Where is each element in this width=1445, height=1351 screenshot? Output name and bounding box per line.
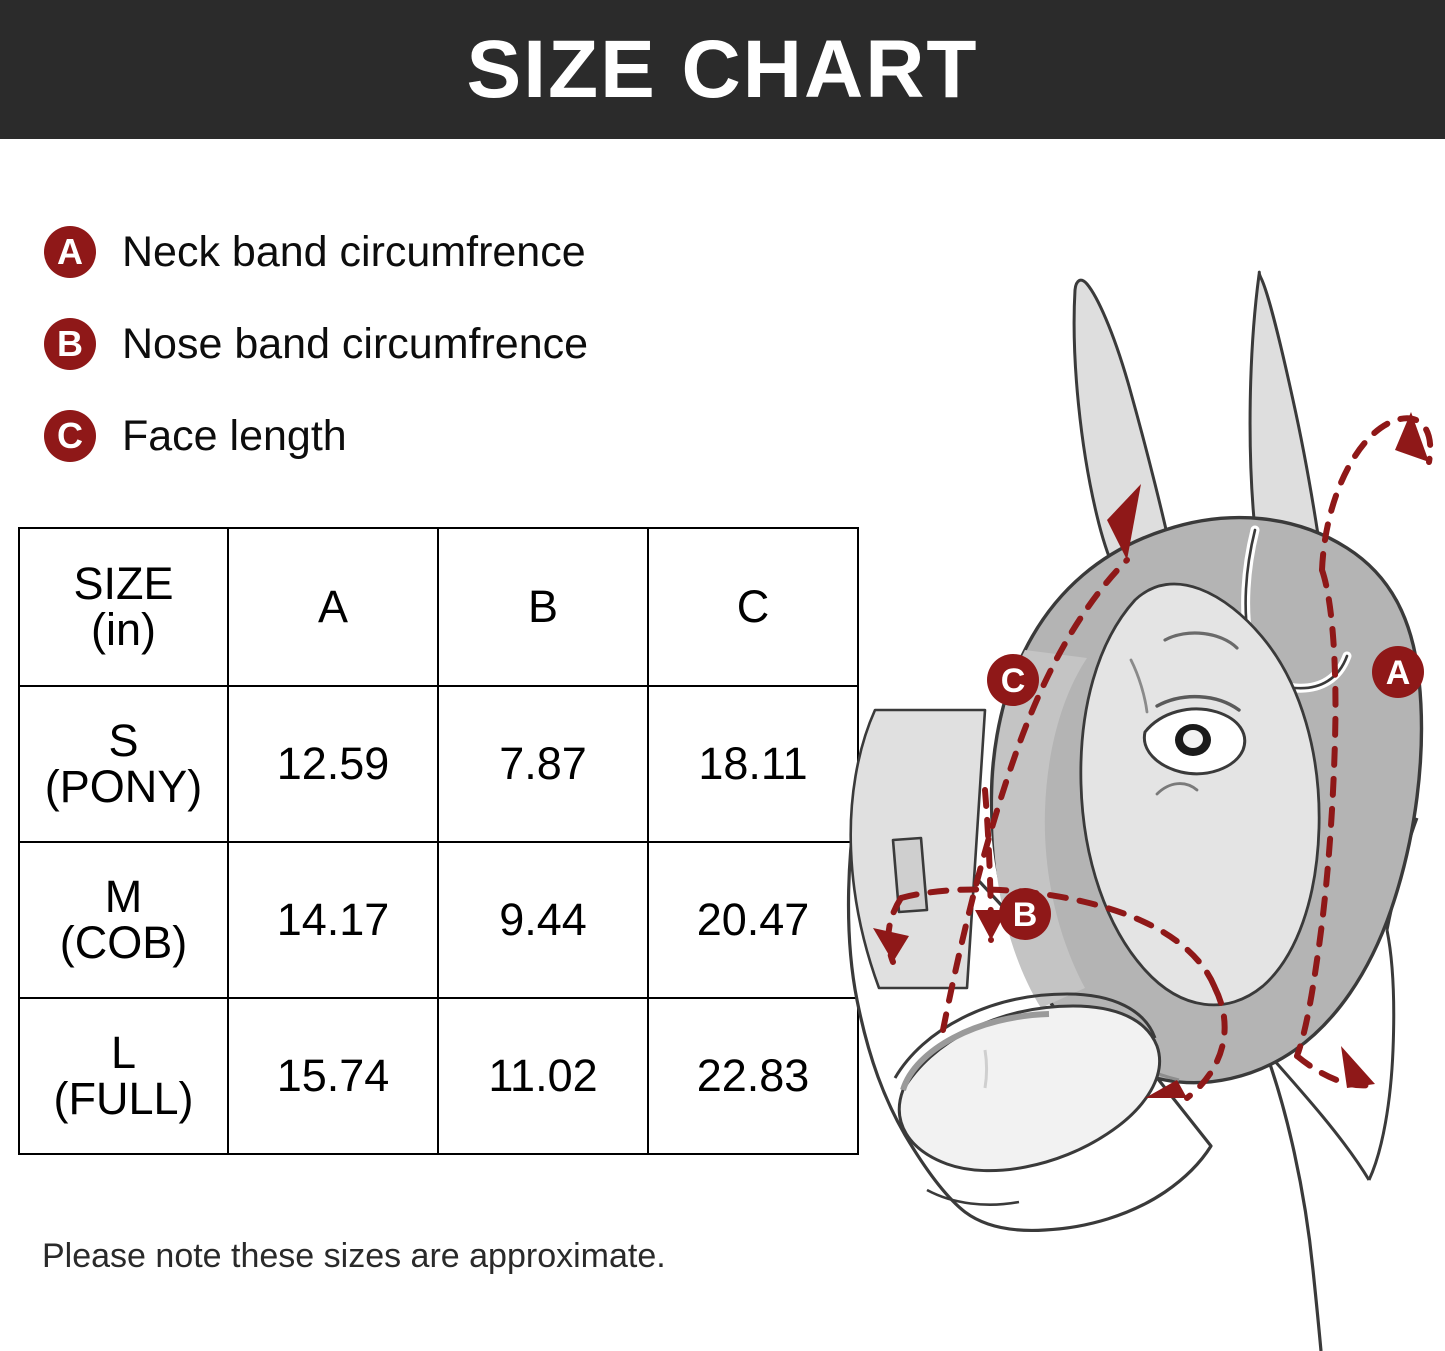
page-title: SIZE CHART <box>466 24 979 115</box>
table-row: S (PONY) 12.59 7.87 18.11 <box>18 685 859 843</box>
row-size-line1: M <box>104 871 143 923</box>
measure-line-c <box>940 484 1141 1033</box>
header-cell-c: C <box>647 527 859 687</box>
header-cell-b: B <box>437 527 649 687</box>
nose-band-opening <box>893 992 1162 1173</box>
header-cell-a: A <box>227 527 439 687</box>
marker-a-label: A <box>1386 654 1411 692</box>
cell-b: 9.44 <box>437 841 649 999</box>
header-size-line2: (in) <box>91 604 156 655</box>
measure-line-b <box>873 787 1228 1101</box>
row-size-label: M (COB) <box>18 841 229 999</box>
row-size-line2: (FULL) <box>53 1073 194 1124</box>
table-row: L (FULL) 15.74 11.02 22.83 <box>18 997 859 1155</box>
cell-c: 18.11 <box>647 685 859 843</box>
cell-c: 22.83 <box>647 997 859 1155</box>
header-size-line1: SIZE <box>73 558 174 610</box>
table-header-row: SIZE (in) A B C <box>18 527 859 687</box>
row-size-line1: S <box>108 715 139 767</box>
marker-c-label: C <box>1001 662 1026 700</box>
row-size-label: L (FULL) <box>18 997 229 1155</box>
size-table: SIZE (in) A B C S (PONY) 12.59 7.87 18.1… <box>18 527 859 1155</box>
row-size-line1: L <box>110 1027 137 1079</box>
legend-item-b: B Nose band circumfrence <box>44 310 744 402</box>
cell-c: 20.47 <box>647 841 859 999</box>
footnote: Please note these sizes are approximate. <box>42 1237 666 1275</box>
marker-a: A <box>1372 646 1424 698</box>
cell-b: 7.87 <box>437 685 649 843</box>
badge-a-icon: A <box>44 226 96 278</box>
header-bar: SIZE CHART <box>0 0 1445 139</box>
badge-c-icon: C <box>44 410 96 462</box>
legend: A Neck band circumfrence B Nose band cir… <box>44 218 744 494</box>
cell-a: 14.17 <box>227 841 439 999</box>
cell-b: 11.02 <box>437 997 649 1155</box>
legend-item-a: A Neck band circumfrence <box>44 218 744 310</box>
legend-label-a: Neck band circumfrence <box>122 228 586 276</box>
badge-b-icon: B <box>44 318 96 370</box>
legend-item-c: C Face length <box>44 402 744 494</box>
legend-label-c: Face length <box>122 412 347 460</box>
horse-eye <box>1129 631 1247 796</box>
cell-a: 15.74 <box>227 997 439 1155</box>
cell-a: 12.59 <box>227 685 439 843</box>
legend-label-b: Nose band circumfrence <box>122 320 589 368</box>
row-size-label: S (PONY) <box>18 685 229 843</box>
marker-b-label: B <box>1013 896 1038 934</box>
row-size-line2: (COB) <box>59 917 188 968</box>
table-row: M (COB) 14.17 9.44 20.47 <box>18 841 859 999</box>
horse-fly-mask-illustration: C A B <box>835 150 1445 1351</box>
header-cell-size: SIZE (in) <box>18 527 229 687</box>
marker-b: B <box>999 888 1051 940</box>
row-size-line2: (PONY) <box>44 761 203 812</box>
fly-mask-body <box>989 515 1424 1085</box>
measure-line-a <box>1294 412 1434 1089</box>
marker-c: C <box>987 654 1039 706</box>
